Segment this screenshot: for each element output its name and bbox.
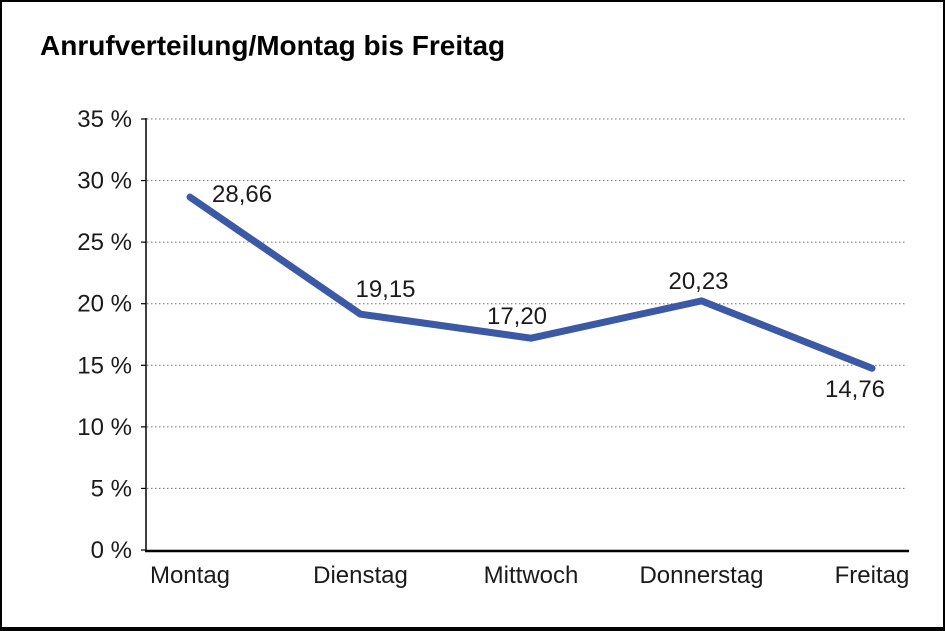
y-tick-label: 30 % <box>77 168 132 195</box>
y-tick-label: 0 % <box>91 537 132 564</box>
x-category-label: Mittwoch <box>484 562 579 589</box>
data-point-label: 28,66 <box>212 181 272 208</box>
y-tick-label: 10 % <box>77 414 132 441</box>
data-point-label: 17,20 <box>487 303 547 330</box>
y-tick-label: 15 % <box>77 352 132 379</box>
y-tick-label: 35 % <box>77 106 132 133</box>
y-tick-label: 25 % <box>77 229 132 256</box>
data-point-label: 19,15 <box>355 276 415 303</box>
y-tick-label: 20 % <box>77 291 132 318</box>
data-point-label: 20,23 <box>668 268 728 295</box>
x-category-label: Dienstag <box>313 562 408 589</box>
x-category-label: Freitag <box>835 562 910 589</box>
y-tick-label: 5 % <box>91 475 132 502</box>
data-point-label: 14,76 <box>825 376 885 403</box>
chart-title: Anrufverteilung/Montag bis Freitag <box>40 30 506 61</box>
x-category-label: Donnerstag <box>639 562 763 589</box>
x-category-label: Montag <box>150 562 230 589</box>
data-line-series[interactable] <box>186 193 876 372</box>
